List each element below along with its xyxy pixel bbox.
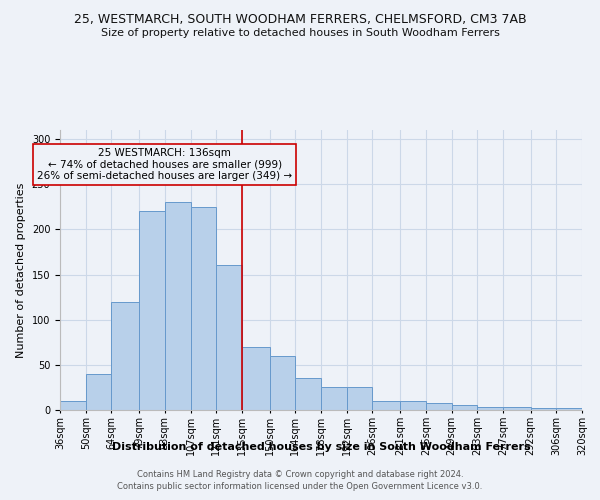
- Bar: [400, 401, 426, 410]
- Bar: [216, 266, 242, 410]
- Bar: [295, 378, 321, 410]
- Y-axis label: Number of detached properties: Number of detached properties: [16, 182, 26, 358]
- Text: 25 WESTMARCH: 136sqm
← 74% of detached houses are smaller (999)
26% of semi-deta: 25 WESTMARCH: 136sqm ← 74% of detached h…: [37, 148, 292, 182]
- Bar: [112, 302, 139, 410]
- Bar: [426, 403, 452, 410]
- Bar: [139, 212, 165, 410]
- Bar: [503, 408, 530, 410]
- Text: 25, WESTMARCH, SOUTH WOODHAM FERRERS, CHELMSFORD, CM3 7AB: 25, WESTMARCH, SOUTH WOODHAM FERRERS, CH…: [74, 12, 526, 26]
- Bar: [347, 388, 373, 410]
- Text: Contains HM Land Registry data © Crown copyright and database right 2024.: Contains HM Land Registry data © Crown c…: [137, 470, 463, 479]
- Bar: [269, 356, 295, 410]
- Bar: [165, 202, 191, 410]
- Text: Contains public sector information licensed under the Open Government Licence v3: Contains public sector information licen…: [118, 482, 482, 491]
- Text: Distribution of detached houses by size in South Woodham Ferrers: Distribution of detached houses by size …: [112, 442, 530, 452]
- Bar: [86, 374, 112, 410]
- Bar: [191, 207, 216, 410]
- Bar: [60, 401, 86, 410]
- Text: Size of property relative to detached houses in South Woodham Ferrers: Size of property relative to detached ho…: [101, 28, 499, 38]
- Bar: [321, 388, 347, 410]
- Bar: [530, 408, 556, 410]
- Bar: [242, 347, 269, 410]
- Bar: [477, 408, 503, 410]
- Bar: [452, 406, 477, 410]
- Bar: [556, 408, 582, 410]
- Bar: [373, 401, 400, 410]
